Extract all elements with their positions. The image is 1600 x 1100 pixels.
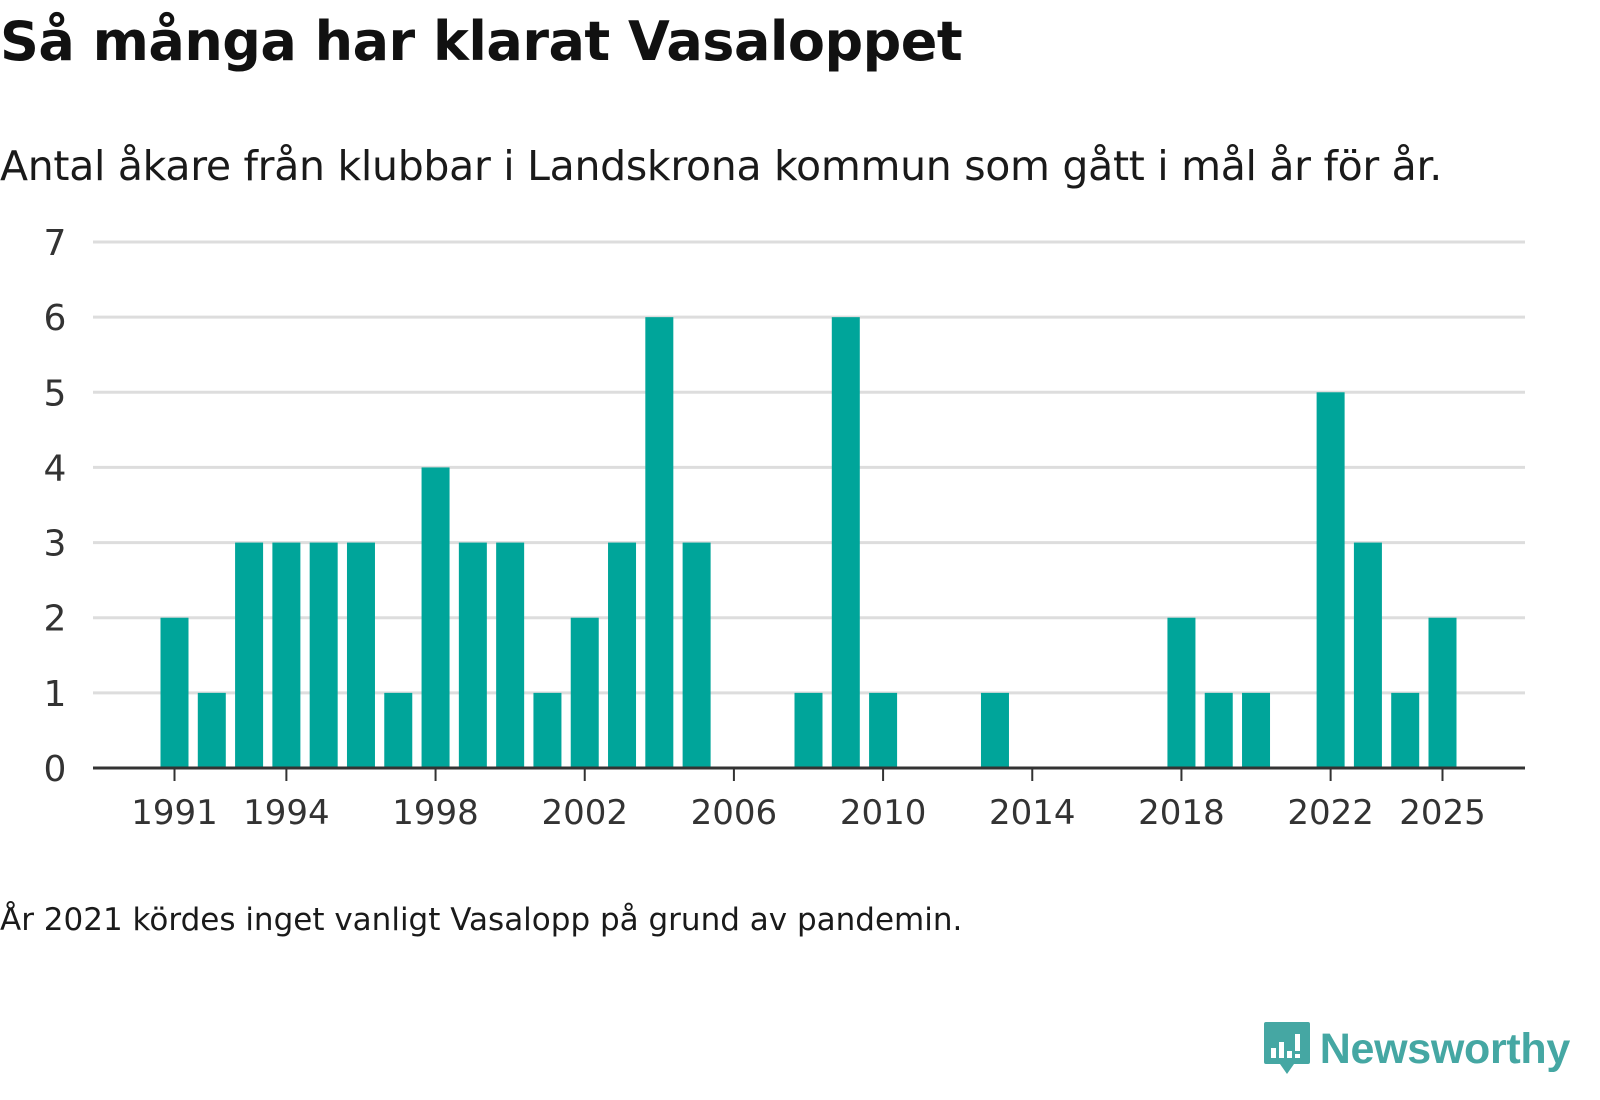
bar-1996: [346, 542, 375, 768]
y-tick-label-6: 6: [44, 298, 67, 339]
bar-2004: [645, 317, 674, 768]
bar-2009: [831, 317, 860, 768]
bar-2013: [980, 692, 1009, 768]
chart-subtitle: Antal åkare från klubbar i Landskrona ko…: [0, 142, 1443, 190]
bars: [160, 317, 1457, 768]
chart-title: Så många har klarat Vasaloppet: [0, 10, 963, 73]
x-tick-label-2010: 2010: [840, 793, 927, 833]
y-tick-label-7: 7: [44, 223, 67, 264]
y-tick-label-1: 1: [44, 674, 67, 715]
x-tick-label-1994: 1994: [243, 793, 330, 833]
bar-chart: 0 1 2 3 4 5 6 7 1991 1994 1998 2002 2006 2010 2014 2018…: [44, 223, 1525, 833]
bar-2024: [1391, 692, 1420, 768]
bar-2023: [1353, 542, 1382, 768]
axes: 0 1 2 3 4 5 6 7 1991 1994 1998 2002 2006 2010 2014 2018…: [44, 223, 1525, 833]
bar-2018: [1167, 617, 1196, 768]
y-tick-label-0: 0: [44, 749, 67, 790]
bar-2008: [794, 692, 823, 768]
x-tick-label-2006: 2006: [691, 793, 778, 833]
x-tick-label-2018: 2018: [1138, 793, 1225, 833]
bar-2025: [1428, 617, 1457, 768]
bar-1993: [235, 542, 264, 768]
gridlines: [93, 240, 1525, 695]
x-tick-label-2025: 2025: [1399, 793, 1486, 833]
bar-2010: [869, 692, 898, 768]
x-tick-label-2002: 2002: [541, 793, 628, 833]
y-tick-label-3: 3: [44, 524, 67, 565]
y-tick-label-2: 2: [44, 599, 67, 640]
x-tick-label-1998: 1998: [392, 793, 479, 833]
bar-2005: [682, 542, 711, 768]
bar-2003: [608, 542, 637, 768]
bar-1992: [197, 692, 226, 768]
bar-1995: [309, 542, 338, 768]
y-tick-label-5: 5: [44, 373, 67, 414]
bar-1999: [458, 542, 487, 768]
bar-2002: [570, 617, 599, 768]
bar-2001: [533, 692, 562, 768]
bar-2000: [496, 542, 525, 768]
footnote: År 2021 kördes inget vanligt Vasalopp på…: [0, 902, 963, 938]
x-tick-label-2014: 2014: [989, 793, 1076, 833]
newsworthy-logo: Newsworthy: [1262, 1020, 1570, 1078]
bar-1998: [421, 467, 450, 768]
brand-name: Newsworthy: [1319, 1024, 1571, 1073]
bar-1994: [272, 542, 301, 768]
x-tick-label-1991: 1991: [131, 793, 218, 833]
newsworthy-bar-icon: [1263, 1022, 1310, 1074]
y-tick-label-4: 4: [44, 448, 67, 489]
bar-2020: [1242, 692, 1271, 768]
bar-2019: [1204, 692, 1233, 768]
bar-1991: [160, 617, 189, 768]
bar-2022: [1316, 392, 1345, 768]
x-tick-label-2022: 2022: [1287, 793, 1374, 833]
bar-1997: [384, 692, 413, 768]
